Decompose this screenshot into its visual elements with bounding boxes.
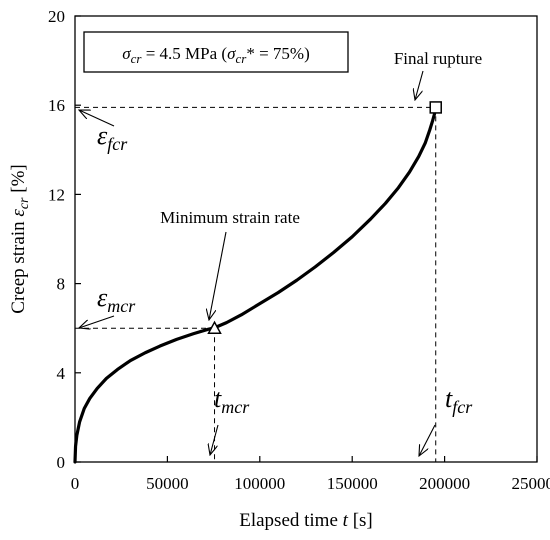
final-rupture-leader xyxy=(415,70,424,100)
y-tick-label: 8 xyxy=(57,275,66,294)
eps-mcr-label: εmcr xyxy=(97,283,136,316)
min-strain-rate-marker xyxy=(207,320,222,334)
eps-fcr-label: εfcr xyxy=(97,121,128,154)
x-tick-label: 150000 xyxy=(327,474,378,493)
t-fcr-leader xyxy=(419,424,436,456)
y-tick-labels: 0 4 8 12 16 20 xyxy=(48,7,66,472)
t-fcr-label: tfcr xyxy=(445,384,473,417)
condition-box xyxy=(83,31,349,73)
y-tick-label: 0 xyxy=(57,453,66,472)
creep-curve-line xyxy=(73,105,438,464)
final-rupture-marker xyxy=(429,101,442,114)
y-tick-label: 12 xyxy=(48,185,65,204)
plot-area xyxy=(74,15,538,463)
tick-marks xyxy=(74,15,538,463)
x-tick-label: 100000 xyxy=(234,474,285,493)
t-mcr-leader xyxy=(210,424,219,455)
y-tick-label: 4 xyxy=(57,364,66,383)
t-mcr-label: tmcr xyxy=(214,384,250,417)
y-axis-label: Creep strain εcr [%] xyxy=(8,164,32,313)
y-tick-label: 16 xyxy=(48,96,65,115)
x-tick-label: 0 xyxy=(71,474,80,493)
x-tick-label: 50000 xyxy=(146,474,189,493)
min-strain-rate-leader xyxy=(209,231,227,320)
reference-lines xyxy=(75,106,437,462)
y-tick-label: 20 xyxy=(48,7,65,26)
eps-fcr-leader xyxy=(79,110,115,127)
min-strain-rate-label: Minimum strain rate xyxy=(160,208,300,227)
eps-mcr-leader xyxy=(79,315,115,328)
final-rupture-label: Final rupture xyxy=(394,49,482,68)
x-axis-label: Elapsed time t [s] xyxy=(239,510,373,531)
condition-text: σcr = 4.5 MPa (σcr* = 75%) xyxy=(122,44,310,66)
x-tick-label: 200000 xyxy=(419,474,470,493)
